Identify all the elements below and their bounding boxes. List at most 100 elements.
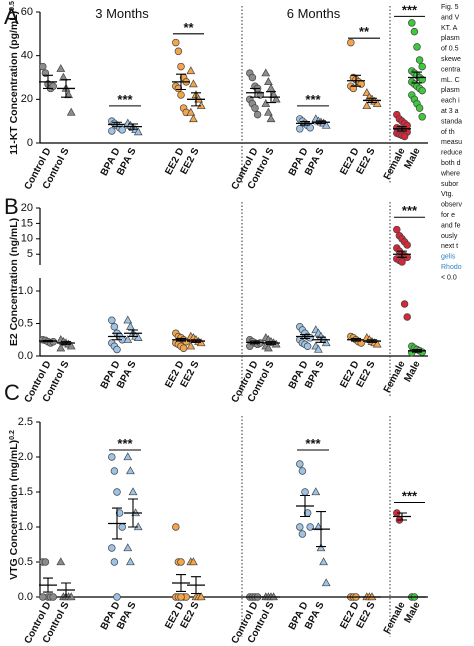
caption-line: each i <box>441 98 460 105</box>
error-bar <box>128 123 138 130</box>
y-label-exponent: 0.2 <box>9 430 16 440</box>
y-label-text: E2 Concentration (ng/mL) <box>8 218 20 346</box>
data-point <box>126 557 135 566</box>
x-tick-label: Male <box>402 359 422 384</box>
y-tick-label: 20 <box>21 202 33 214</box>
panel-letter: A <box>4 4 19 29</box>
significance-label: ** <box>359 24 370 39</box>
data-point <box>319 557 328 566</box>
data-point <box>306 523 314 531</box>
panel-letter: B <box>4 194 19 219</box>
data-point <box>266 114 276 123</box>
error-bar <box>351 74 361 87</box>
error-bar <box>43 577 53 593</box>
significance-label: *** <box>305 436 321 451</box>
error-bar <box>300 494 310 518</box>
error-bar <box>397 250 407 258</box>
data-point <box>314 522 323 531</box>
error-bar <box>250 340 260 345</box>
caption-line: both d <box>441 160 461 167</box>
data-point <box>66 107 76 116</box>
significance-label: *** <box>402 489 418 504</box>
y-tick-label: 5 <box>27 248 33 260</box>
panel-letter: C <box>4 380 20 405</box>
caption-line: of 0.5 <box>441 46 459 53</box>
data-point <box>39 62 47 71</box>
data-point <box>400 300 409 308</box>
y-tick-label: 0.0 <box>18 591 33 603</box>
caption-line: for e <box>441 212 455 219</box>
data-point <box>186 107 196 116</box>
data-point <box>362 101 372 110</box>
caption-line: and V <box>441 14 460 21</box>
data-point <box>56 343 66 352</box>
data-point <box>413 43 421 51</box>
data-point <box>248 73 257 82</box>
data-point <box>113 345 121 354</box>
data-point <box>410 27 419 36</box>
data-point <box>186 341 196 350</box>
data-point <box>123 315 133 324</box>
data-point <box>64 90 73 99</box>
data-point <box>118 523 126 531</box>
data-point <box>403 241 411 249</box>
error-bar <box>316 120 326 125</box>
caption-line: standa <box>441 118 462 125</box>
data-point <box>189 557 198 566</box>
y-label-text: 11-KT Concentration (pg/mL) <box>8 11 20 155</box>
data-point <box>264 77 273 86</box>
data-point <box>108 127 116 135</box>
data-point <box>186 66 196 75</box>
data-point <box>133 127 143 136</box>
data-point <box>126 322 135 330</box>
data-point <box>172 523 180 531</box>
error-bar <box>112 332 122 341</box>
data-point <box>296 523 304 531</box>
data-point <box>314 344 323 353</box>
data-point <box>179 344 188 352</box>
caption-line: of th <box>441 129 455 136</box>
data-point <box>177 91 185 99</box>
data-point <box>264 343 273 352</box>
data-point <box>418 86 426 95</box>
y-tick-label: 1.0 <box>18 521 33 533</box>
significance-label: *** <box>117 436 133 451</box>
caption-line: plasm <box>441 35 460 42</box>
data-point <box>108 544 116 552</box>
y-axis-label: E2 Concentration (ng/mL) <box>8 218 20 346</box>
data-point <box>133 333 143 341</box>
caption-line: ously <box>441 233 458 240</box>
data-point <box>321 578 331 587</box>
error-bar <box>351 337 361 342</box>
data-point <box>174 84 183 93</box>
error-bar <box>250 87 260 98</box>
error-bar <box>367 339 377 343</box>
data-point <box>115 509 124 517</box>
caption-line: mL. C <box>441 77 460 84</box>
data-point <box>311 487 321 496</box>
y-tick-label: 0 <box>27 137 33 149</box>
data-point <box>393 225 401 234</box>
y-axis-label: VTG Concentration (mg/mL)0.2 <box>8 430 20 580</box>
error-bar <box>43 339 53 343</box>
data-point <box>177 558 185 566</box>
error-bar <box>300 334 310 339</box>
data-point <box>123 543 133 552</box>
y-tick-label: 1.5 <box>18 486 33 498</box>
error-bar <box>176 337 186 342</box>
data-point <box>59 72 68 81</box>
caption-line: reduce <box>441 150 463 157</box>
error-bar <box>128 329 138 338</box>
data-point <box>56 557 66 566</box>
error-bar <box>266 91 276 104</box>
error-bar <box>128 498 138 528</box>
y-tick-label: 1.0 <box>18 285 33 297</box>
caption-line: where <box>440 170 460 177</box>
error-bar <box>367 97 377 104</box>
data-point <box>128 487 138 496</box>
data-point <box>123 335 133 343</box>
significance-label: *** <box>305 92 321 107</box>
data-point <box>39 593 47 601</box>
data-point <box>118 126 126 134</box>
data-point <box>321 120 331 129</box>
